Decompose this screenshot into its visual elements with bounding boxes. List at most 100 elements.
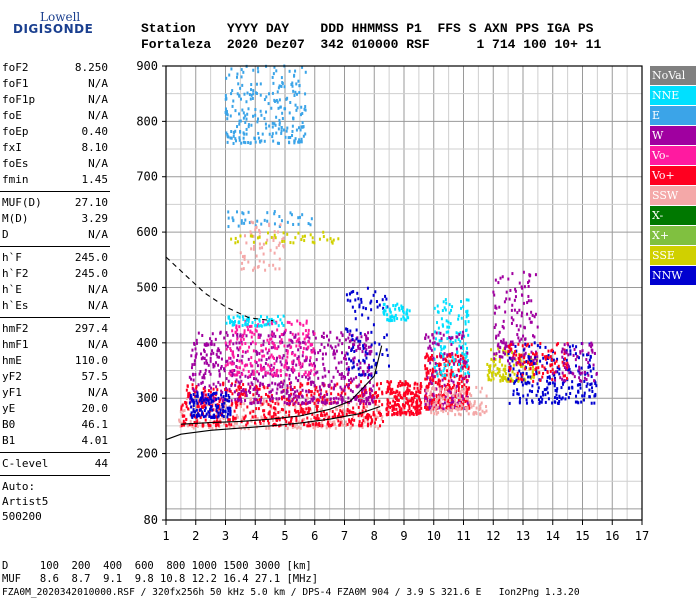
echo-point [547, 382, 550, 386]
echo-point [415, 412, 418, 416]
echo-point [536, 325, 539, 329]
echo-point [396, 410, 399, 414]
echo-point [480, 401, 483, 405]
param-row: foF1 N/A [0, 76, 110, 92]
echo-point [235, 413, 238, 417]
echo-point [461, 351, 464, 355]
echo-point [561, 377, 564, 381]
echo-point [256, 120, 259, 124]
echo-point [518, 281, 521, 285]
echo-point [400, 304, 403, 308]
echo-point [344, 392, 347, 396]
echo-point [263, 386, 266, 390]
echo-point [375, 361, 378, 365]
echo-point [553, 371, 556, 375]
echo-point [229, 356, 232, 360]
echo-point [358, 420, 361, 424]
echo-point [219, 408, 222, 412]
echo-point [433, 357, 436, 361]
echo-point [189, 393, 192, 397]
echo-point [436, 304, 439, 308]
echo-point [347, 345, 350, 349]
echo-point [205, 343, 208, 347]
echo-point [483, 411, 486, 415]
echo-point [315, 417, 318, 421]
echo-point [329, 330, 332, 334]
echo-point [232, 362, 235, 366]
echo-point [433, 375, 436, 379]
echo-point [546, 379, 549, 383]
echo-point [401, 305, 404, 309]
echo-point [191, 424, 194, 428]
echo-point [248, 93, 251, 97]
echo-point [449, 403, 452, 407]
echo-point [244, 114, 247, 118]
echo-point [385, 412, 388, 416]
echo-point [468, 400, 471, 404]
echo-point [333, 400, 336, 404]
echo-point [512, 353, 515, 357]
echo-point [547, 397, 550, 401]
echo-point [275, 391, 278, 395]
echo-point [457, 384, 460, 388]
echo-point [419, 403, 422, 407]
echo-point [313, 241, 316, 245]
echo-point [407, 409, 410, 413]
echo-point [317, 351, 320, 355]
echo-point [522, 334, 525, 338]
echo-point [394, 395, 397, 399]
echo-point [286, 427, 289, 431]
echo-point [324, 397, 327, 401]
echo-point [269, 337, 272, 341]
echo-point [445, 409, 448, 413]
echo-point [561, 347, 564, 351]
echo-point [340, 391, 343, 395]
echo-point [592, 367, 595, 371]
echo-point [286, 344, 289, 348]
echo-point [488, 371, 491, 375]
echo-point [265, 241, 268, 245]
echo-point [238, 425, 241, 429]
echo-point [260, 398, 263, 402]
echo-point [388, 307, 391, 311]
echo-point [184, 421, 187, 425]
echo-point [270, 317, 273, 321]
echo-point [504, 364, 507, 368]
echo-point [283, 85, 286, 89]
echo-point [428, 395, 431, 399]
echo-point [226, 345, 229, 349]
echo-point [509, 340, 512, 344]
echo-point [246, 322, 249, 326]
echo-point [277, 345, 280, 349]
echo-point [467, 403, 470, 407]
echo-point [235, 324, 238, 328]
echo-point [342, 423, 345, 427]
echo-point [224, 364, 227, 368]
echo-point [579, 379, 582, 383]
echo-point [247, 427, 250, 431]
echo-point [297, 332, 300, 336]
echo-point [272, 422, 275, 426]
echo-point [341, 334, 344, 338]
echo-point [371, 394, 374, 398]
echo-point [348, 411, 351, 415]
echo-point [439, 354, 442, 358]
echo-point [352, 361, 355, 365]
echo-point [273, 222, 276, 226]
echo-point [236, 328, 239, 332]
echo-point [424, 402, 427, 406]
echo-point [466, 401, 469, 405]
echo-point [293, 353, 296, 357]
echo-point [462, 360, 465, 364]
echo-point [218, 374, 221, 378]
echo-point [453, 386, 456, 390]
echo-point [583, 376, 586, 380]
param-row: yF1 N/A [0, 385, 110, 401]
echo-point [235, 378, 238, 382]
echo-point [375, 371, 378, 375]
echo-point [370, 374, 373, 378]
echo-point [309, 371, 312, 375]
echo-point [200, 412, 203, 416]
echo-point [387, 385, 390, 389]
echo-point [293, 408, 296, 412]
